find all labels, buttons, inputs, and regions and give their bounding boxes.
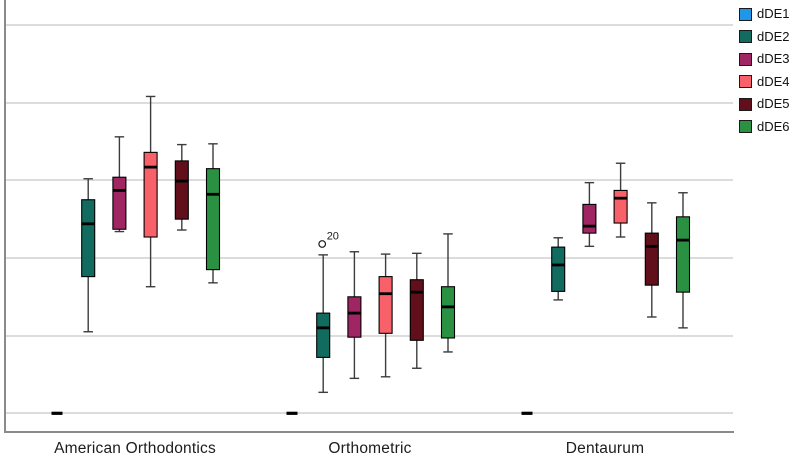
y-axis-line: [4, 0, 6, 433]
box-dDE2-category-2: [551, 237, 566, 301]
legend-item-dDE3: dDE3: [739, 52, 790, 66]
box-dDE5-category-0: [174, 143, 189, 231]
gridline: [5, 334, 733, 337]
box-dDE1-category-1: [286, 411, 298, 415]
x-axis-line: [4, 431, 734, 433]
box-dDE3-category-0: [112, 136, 127, 233]
outlier-label: 20: [327, 231, 339, 243]
legend-item-dDE6: dDE6: [739, 118, 790, 134]
iqr-box: [378, 276, 393, 334]
iqr-box: [551, 246, 566, 292]
iqr-box: [174, 160, 189, 220]
iqr-box: [644, 232, 659, 286]
legend-swatch-icon: [739, 30, 752, 44]
legend-swatch-icon: [739, 52, 752, 66]
legend-label: dDE4: [757, 73, 790, 89]
legend-label: dDE3: [757, 51, 790, 67]
gridline: [5, 101, 733, 104]
box-dDE6-category-1: [440, 233, 456, 353]
gridline: [5, 179, 733, 182]
gridline: [5, 256, 733, 259]
box-dDE6-category-2: [675, 192, 691, 329]
gridline: [5, 412, 733, 415]
box-dDE1-category-2: [521, 411, 533, 415]
outlier-point: [318, 240, 327, 248]
category-label: Dentaurum: [565, 440, 645, 457]
box-dDE3-category-2: [582, 181, 597, 248]
box-dDE5-category-2: [644, 202, 659, 318]
legend-label: dDE5: [757, 96, 790, 112]
box-dDE3-category-1: [347, 251, 362, 380]
box-dDE1-category-0: [51, 411, 63, 415]
box-dDE5-category-1: [409, 252, 424, 369]
iqr-box: [409, 279, 424, 341]
legend-swatch-icon: [739, 120, 752, 134]
box-dDE4-category-0: [143, 95, 158, 288]
iqr-box: [613, 189, 628, 224]
iqr-box: [675, 216, 691, 293]
box-dDE4-category-2: [613, 162, 628, 238]
degenerate-median-dash: [521, 411, 533, 415]
iqr-box: [440, 286, 456, 339]
legend-label: dDE6: [757, 118, 790, 134]
legend-item-dDE5: dDE5: [739, 97, 790, 111]
box-dDE6-category-0: [205, 143, 221, 284]
iqr-box: [81, 199, 96, 278]
degenerate-median-dash: [51, 411, 63, 415]
iqr-box: [112, 176, 127, 230]
legend-item-dDE4: dDE4: [739, 73, 790, 89]
category-label: American Orthodontics: [54, 440, 216, 457]
box-dDE2-category-1: [316, 254, 331, 394]
legend: dDE1 dDE2 dDE3 dDE4 dDE5 dDE6: [739, 7, 790, 134]
legend-swatch-icon: [739, 97, 752, 111]
degenerate-median-dash: [286, 411, 298, 415]
legend-swatch-icon: [739, 7, 752, 21]
iqr-box: [316, 312, 331, 358]
iqr-box: [347, 296, 362, 338]
iqr-box: [582, 203, 597, 234]
box-dDE4-category-1: [378, 253, 393, 378]
box-dDE2-category-0: [81, 178, 96, 333]
legend-item-dDE2: dDE2: [739, 28, 790, 44]
iqr-box: [143, 151, 158, 238]
legend-swatch-icon: [739, 75, 752, 89]
legend-label: dDE1: [757, 6, 790, 21]
legend-item-dDE1: dDE1: [739, 7, 790, 21]
gridline: [5, 24, 733, 26]
iqr-box: [205, 168, 221, 271]
legend-label: dDE2: [757, 28, 790, 44]
category-label: Orthometric: [328, 440, 412, 457]
